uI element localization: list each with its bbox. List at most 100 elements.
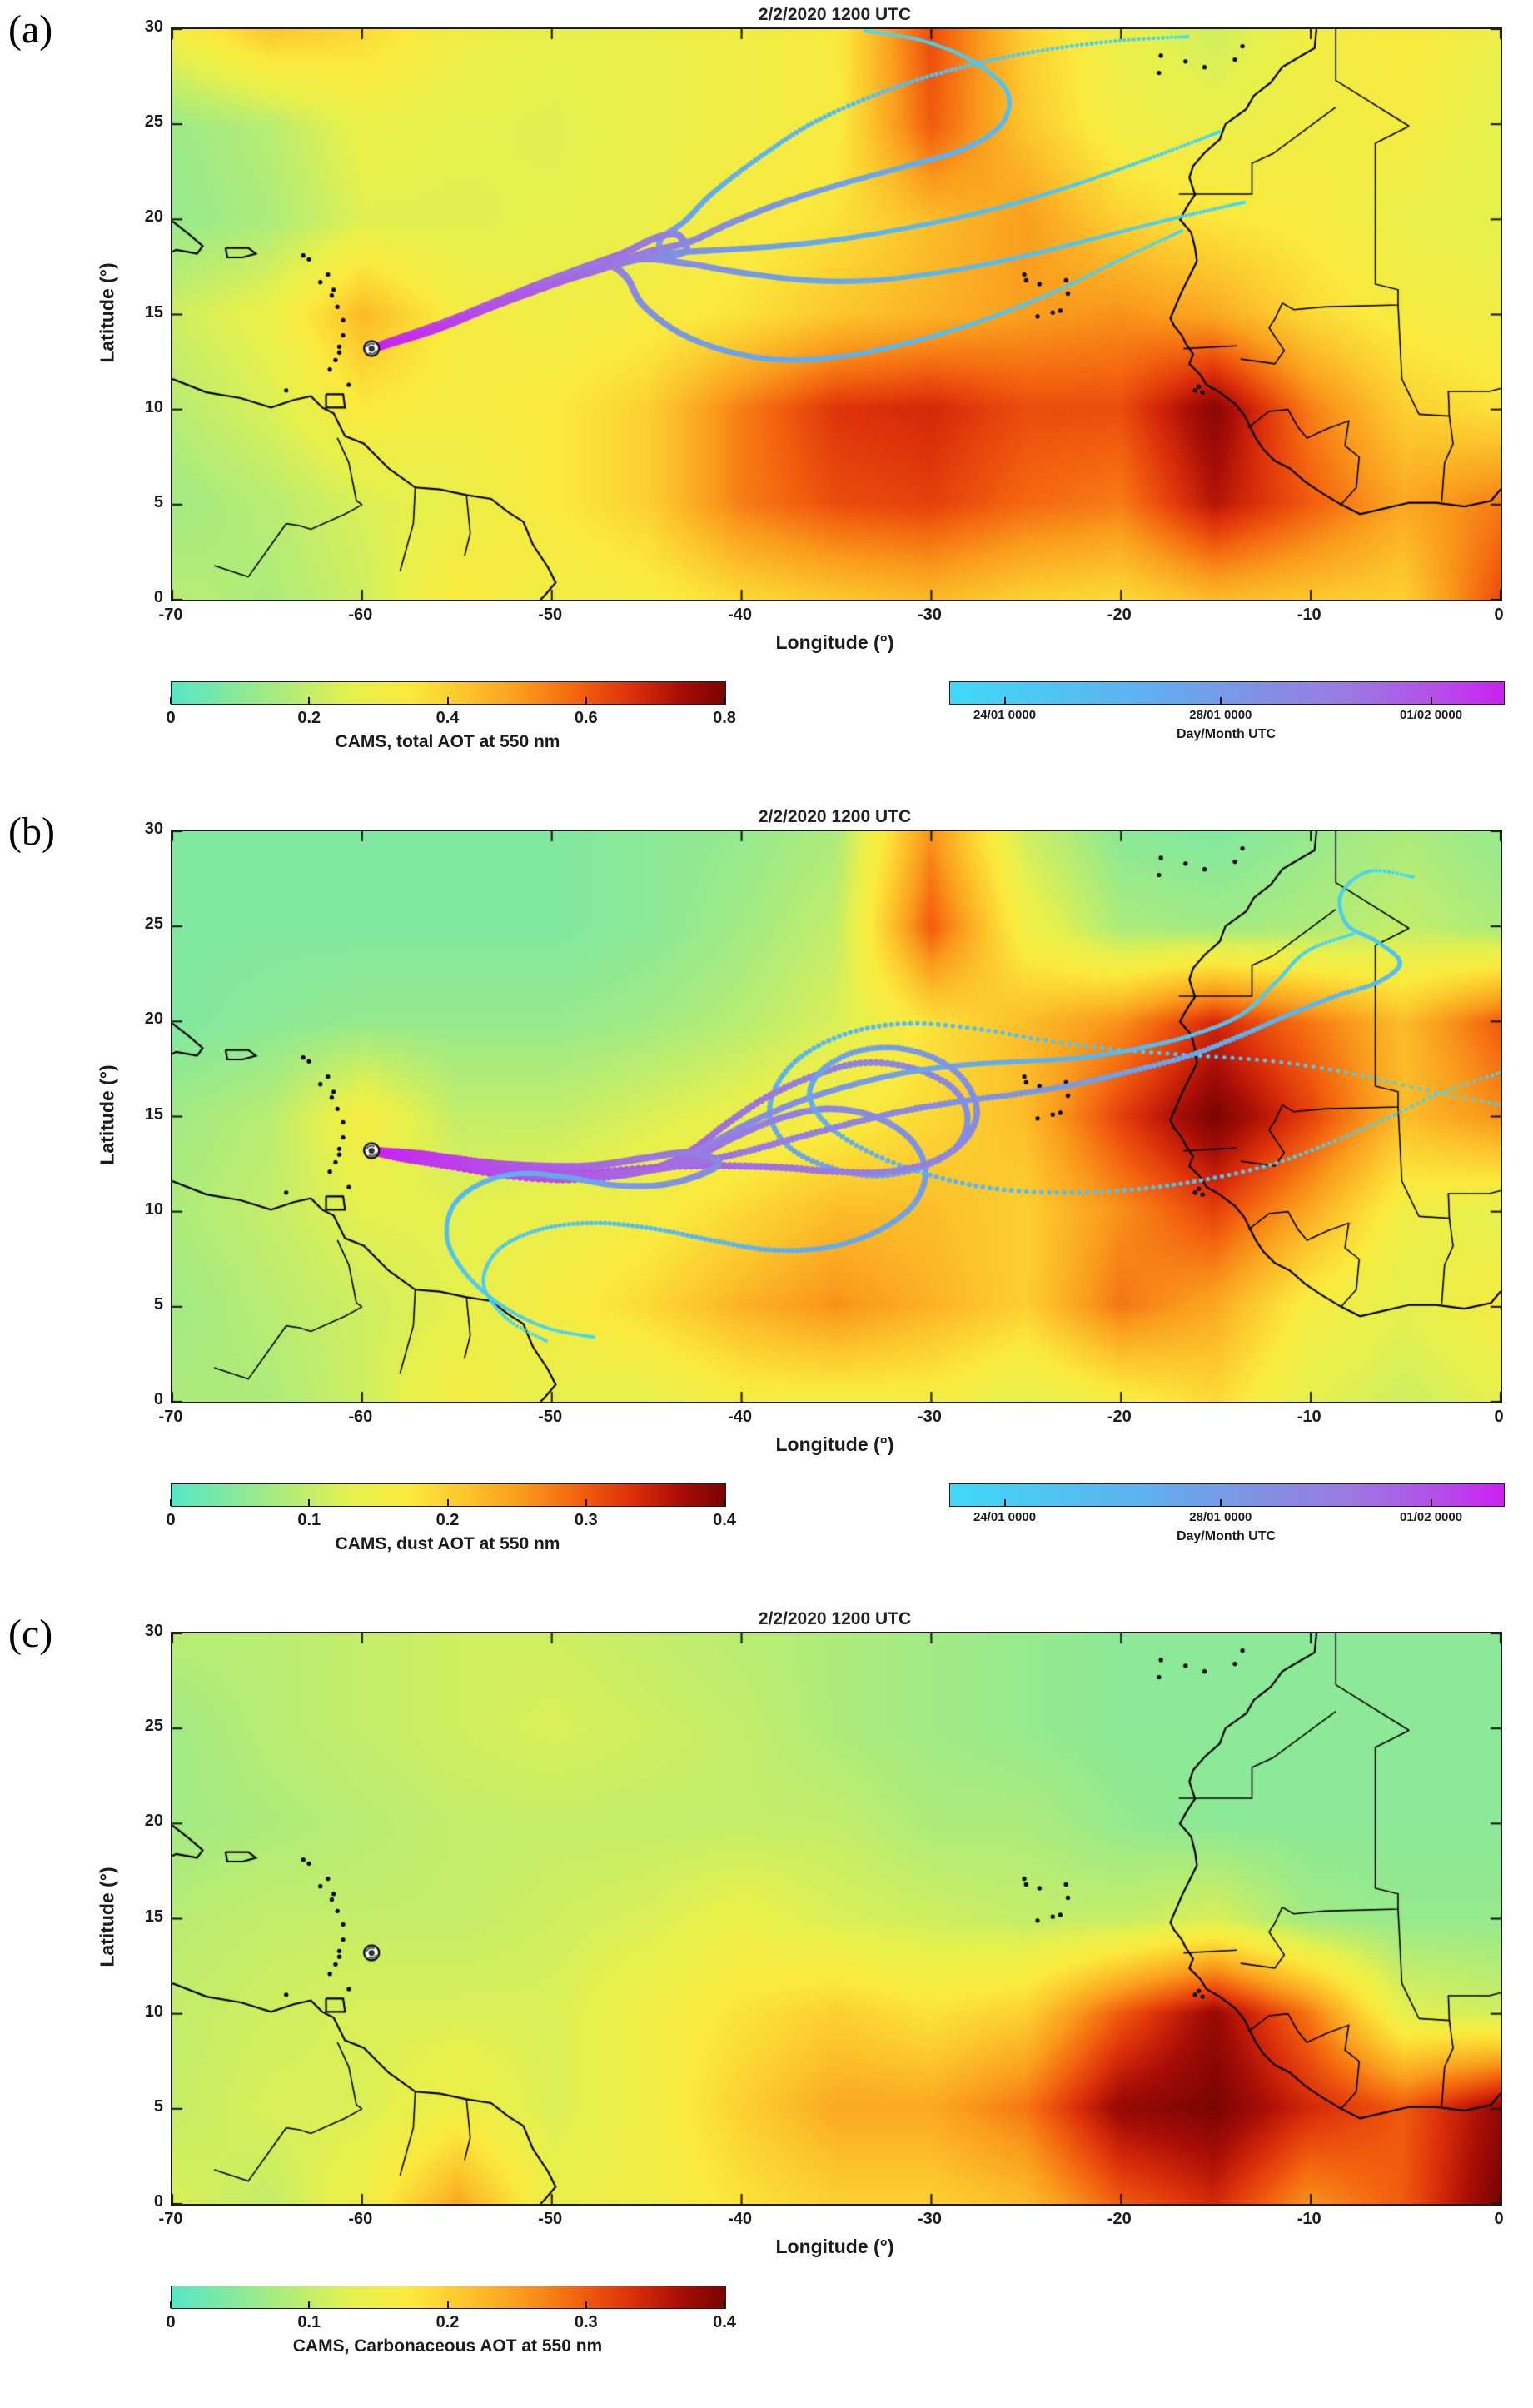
x-tick-label: -10 <box>1297 606 1321 624</box>
plot-title-b: 2/2/2020 1200 UTC <box>758 807 912 826</box>
x-axis-label: Longitude (°) <box>775 2236 894 2257</box>
aot-colorbar-label: CAMS, Carbonaceous AOT at 550 nm <box>292 2336 603 2356</box>
y-axis-label-box: Latitude (°) <box>90 1632 125 2202</box>
x-tick-label: -30 <box>917 606 942 624</box>
plot-title-c: 2/2/2020 1200 UTC <box>758 1609 912 1628</box>
colorbar-tickmark <box>724 697 725 704</box>
aot-colorbar-tick-label: 0.2 <box>297 709 321 727</box>
y-tick-label: 15 <box>144 302 163 322</box>
y-tick-label: 10 <box>144 2002 163 2021</box>
panel-a: (a) 2/2/2020 1200 UTC Latitude (°) 30 25 2… <box>0 0 1533 802</box>
time-colorbar-tick-label: 28/01 0000 <box>1189 708 1252 722</box>
y-tick-label: 20 <box>144 1010 163 1029</box>
y-tick-label: 25 <box>144 915 163 934</box>
dust-aot-map-canvas <box>172 831 1501 1402</box>
colorbar-tickmark <box>1430 1499 1432 1506</box>
colorbar-tickmark <box>308 1499 311 1506</box>
y-tick-label: 0 <box>153 1390 163 1408</box>
y-axis-label: Latitude (°) <box>96 262 118 363</box>
y-tick-label: 15 <box>144 1907 163 1926</box>
y-axis-label: Latitude (°) <box>96 1867 118 1967</box>
time-colorbar <box>949 1483 1505 1507</box>
x-axis-ticks: -70 -60 -50 -40 -30 -20 -10 0 <box>159 802 1504 1604</box>
aot-colorbar-tick-label: 0.3 <box>574 2313 598 2331</box>
colorbar-tickmark <box>1003 1499 1006 1506</box>
y-tick-label: 30 <box>144 820 163 838</box>
aot-colorbar-label: CAMS, total AOT at 550 nm <box>335 732 560 751</box>
y-tick-label: 30 <box>144 17 163 36</box>
colorbar-tickmark <box>170 697 172 704</box>
x-tick-label: -70 <box>158 2210 183 2228</box>
y-tick-label: 0 <box>153 588 163 606</box>
time-colorbar-tick-label: 24/01 0000 <box>973 708 1037 722</box>
aot-colorbar-tick-label: 0.6 <box>574 709 598 727</box>
y-tick-label: 5 <box>153 492 163 511</box>
x-tick-label: -40 <box>728 1408 753 1426</box>
y-tick-label: 25 <box>144 112 163 132</box>
x-tick-label: -20 <box>1107 2210 1132 2228</box>
colorbar-tickmark <box>585 697 587 704</box>
y-tick-label: 15 <box>144 1104 163 1124</box>
x-tick-label: -70 <box>158 606 183 624</box>
x-tick-label: -50 <box>538 1408 563 1426</box>
colorbar-tickmark <box>724 1499 725 1506</box>
time-colorbar-tick-label: 01/02 0000 <box>1400 708 1463 722</box>
x-tick-label: 0 <box>1494 1408 1504 1426</box>
y-axis-label-box: Latitude (°) <box>90 27 125 598</box>
x-tick-label: -40 <box>728 606 753 624</box>
colorbar-tickmark <box>170 1499 172 1506</box>
time-colorbar-tick-label: 28/01 0000 <box>1189 1510 1252 1524</box>
time-colorbar-label: Day/Month UTC <box>1176 1529 1277 1543</box>
x-tick-label: -30 <box>917 2210 942 2228</box>
plot-title-a: 2/2/2020 1200 UTC <box>758 5 912 24</box>
time-colorbar-tick-label: 01/02 0000 <box>1400 1510 1463 1524</box>
y-tick-label: 30 <box>144 1622 163 1640</box>
panel-b: (b) 2/2/2020 1200 UTC Latitude (°) 30 25 2… <box>0 802 1533 1604</box>
colorbar-tickmark <box>1219 1499 1222 1506</box>
time-colorbar <box>949 681 1505 705</box>
aot-colorbar-tick-label: 0.4 <box>713 1511 736 1529</box>
panel-c: (c) 2/2/2020 1200 UTC Latitude (°) 30 25 2… <box>0 1604 1533 2406</box>
x-axis-label: Longitude (°) <box>775 1433 894 1455</box>
aot-colorbar-tick-label: 0 <box>166 709 176 727</box>
colorbar-tickmark <box>1219 697 1222 704</box>
y-tick-label: 5 <box>153 2096 163 2116</box>
x-tick-label: -60 <box>348 606 373 624</box>
x-tick-label: -60 <box>348 2210 373 2228</box>
aot-colorbar-tick-label: 0.8 <box>713 709 736 727</box>
time-colorbar-label: Day/Month UTC <box>1176 727 1277 741</box>
y-tick-label: 10 <box>144 397 163 416</box>
y-axis-ticks: 30 25 20 15 10 5 0 <box>125 0 165 802</box>
map-plot-a <box>171 27 1502 601</box>
map-plot-c <box>171 1632 1502 2206</box>
x-tick-label: -60 <box>348 1408 373 1426</box>
colorbar-tickmark <box>446 2301 449 2308</box>
colorbar-tickmark <box>585 2301 587 2308</box>
panel-label-b: (b) <box>8 810 55 854</box>
aot-colorbar-tick-label: 0 <box>166 1511 176 1529</box>
colorbar-tickmark <box>170 2301 172 2308</box>
colorbar-tickmark <box>585 1499 587 1506</box>
aot-colorbar <box>171 681 726 705</box>
y-tick-label: 10 <box>144 1199 163 1219</box>
y-tick-label: 20 <box>144 207 163 227</box>
x-tick-label: -30 <box>917 1408 942 1426</box>
x-axis-ticks: -70 -60 -50 -40 -30 -20 -10 0 <box>159 1604 1504 2406</box>
aot-colorbar-label: CAMS, dust AOT at 550 nm <box>335 1534 560 1553</box>
x-tick-label: 0 <box>1494 2210 1504 2228</box>
x-tick-label: 0 <box>1494 606 1504 624</box>
y-tick-label: 5 <box>153 1294 163 1314</box>
aot-colorbar-tick-label: 0.2 <box>436 2313 460 2331</box>
x-axis-label: Longitude (°) <box>775 631 894 653</box>
colorbar-tickmark <box>724 2301 725 2308</box>
y-axis-ticks: 30 25 20 15 10 5 0 <box>125 802 165 1604</box>
y-axis-ticks: 30 25 20 15 10 5 0 <box>125 1604 165 2406</box>
total-aot-map-canvas <box>172 29 1501 600</box>
aot-colorbar-tick-label: 0.1 <box>297 2313 321 2331</box>
x-tick-label: -50 <box>538 606 563 624</box>
time-colorbar-tick-label: 24/01 0000 <box>973 1510 1037 1524</box>
x-tick-label: -70 <box>158 1408 183 1426</box>
colorbar-tickmark <box>1003 697 1006 704</box>
colorbar-tickmark <box>308 2301 311 2308</box>
